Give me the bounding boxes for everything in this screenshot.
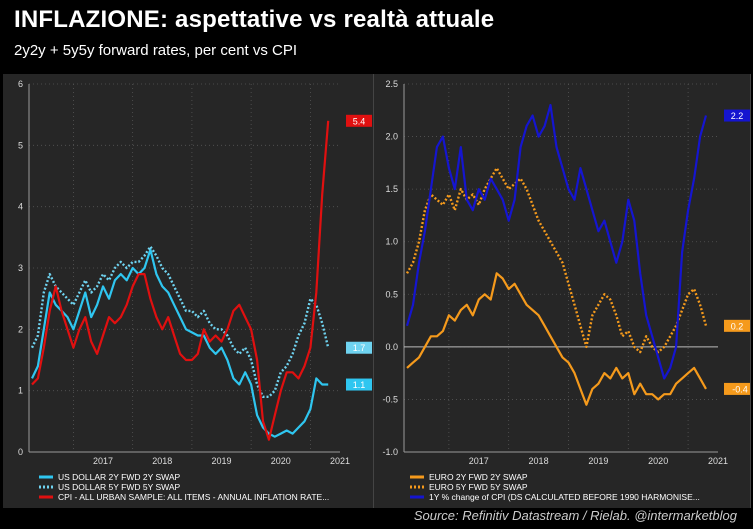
end-value-label: 1.7 (353, 343, 366, 353)
end-value-label: 5.4 (353, 116, 366, 126)
legend-label: US DOLLAR 2Y FWD 2Y SWAP (58, 472, 181, 482)
legend-label: CPI - ALL URBAN SAMPLE: ALL ITEMS - ANNU… (58, 492, 329, 502)
x-tick-label: 2020 (271, 456, 291, 466)
end-value-label: 2.2 (731, 111, 744, 121)
y-tick-label: 4 (18, 202, 23, 212)
y-tick-label: 1.0 (385, 237, 398, 247)
end-value-label: -0.4 (732, 384, 748, 394)
y-tick-label: 2.5 (385, 79, 398, 89)
series-line-2 (405, 103, 708, 380)
end-value-badge (724, 382, 750, 395)
end-value-badge (724, 319, 750, 332)
end-value-label: 0.2 (731, 321, 744, 331)
legend-label: EURO 2Y FWD 2Y SWAP (429, 472, 528, 482)
y-tick-label: 2.0 (385, 132, 398, 142)
end-value-badge (346, 378, 372, 391)
legend-label: 1Y % change of CPI (DS CALCULATED BEFORE… (429, 492, 700, 502)
x-tick-label: 2019 (588, 456, 608, 466)
legend-label: EURO 5Y FWD 5Y SWAP (429, 482, 528, 492)
x-tick-label: 2017 (93, 456, 113, 466)
series-line-2 (31, 120, 330, 441)
series-line-0 (406, 272, 707, 406)
series-line-0 (31, 248, 329, 438)
us-chart-panel: 0 1 2 3 4 5 6 2017 2018 2019 2020 2021 1.1 1.7 5.4 US D… (3, 74, 374, 508)
y-tick-label: 0.5 (385, 289, 398, 299)
legend-label: US DOLLAR 5Y FWD 5Y SWAP (58, 482, 181, 492)
us-chart: 0 1 2 3 4 5 6 2017 2018 2019 2020 2021 1.1 1.7 5.4 US D… (18, 79, 372, 502)
y-tick-label: -0.5 (382, 394, 398, 404)
x-tick-label: 2019 (212, 456, 232, 466)
x-tick-label: 2018 (529, 456, 549, 466)
end-value-label: 1.1 (353, 380, 366, 390)
euro-chart-panel: -1.0 -0.5 0.0 0.5 1.0 1.5 2.0 2.5 2017 2018 2019 20… (374, 74, 751, 508)
y-tick-label: 5 (18, 140, 23, 150)
euro-chart: -1.0 -0.5 0.0 0.5 1.0 1.5 2.0 2.5 2017 2018 2019 20… (382, 79, 750, 502)
page-subtitle: 2y2y + 5y5y forward rates, per cent vs C… (14, 42, 298, 59)
y-tick-label: -1.0 (382, 447, 398, 457)
series-line-1 (405, 166, 708, 354)
page-title: INFLAZIONE: aspettative vs realtà attual… (14, 6, 495, 33)
end-value-badge (724, 109, 750, 122)
y-tick-label: 6 (18, 79, 23, 89)
source-caption: Source: Refinitiv Datastream / Rielab. @… (413, 508, 737, 523)
y-tick-label: 0.0 (385, 342, 398, 352)
x-tick-label: 2017 (469, 456, 489, 466)
series-line-1 (30, 245, 330, 398)
end-value-badge (346, 341, 372, 354)
y-tick-label: 1 (18, 386, 23, 396)
x-tick-label: 2018 (152, 456, 172, 466)
y-tick-label: 2 (18, 324, 23, 334)
x-tick-label: 2021 (708, 456, 728, 466)
y-tick-label: 3 (18, 263, 23, 273)
x-tick-label: 2021 (330, 456, 350, 466)
y-tick-label: 1.5 (385, 184, 398, 194)
y-tick-label: 0 (18, 447, 23, 457)
x-tick-label: 2020 (648, 456, 668, 466)
end-value-badge (346, 114, 372, 127)
